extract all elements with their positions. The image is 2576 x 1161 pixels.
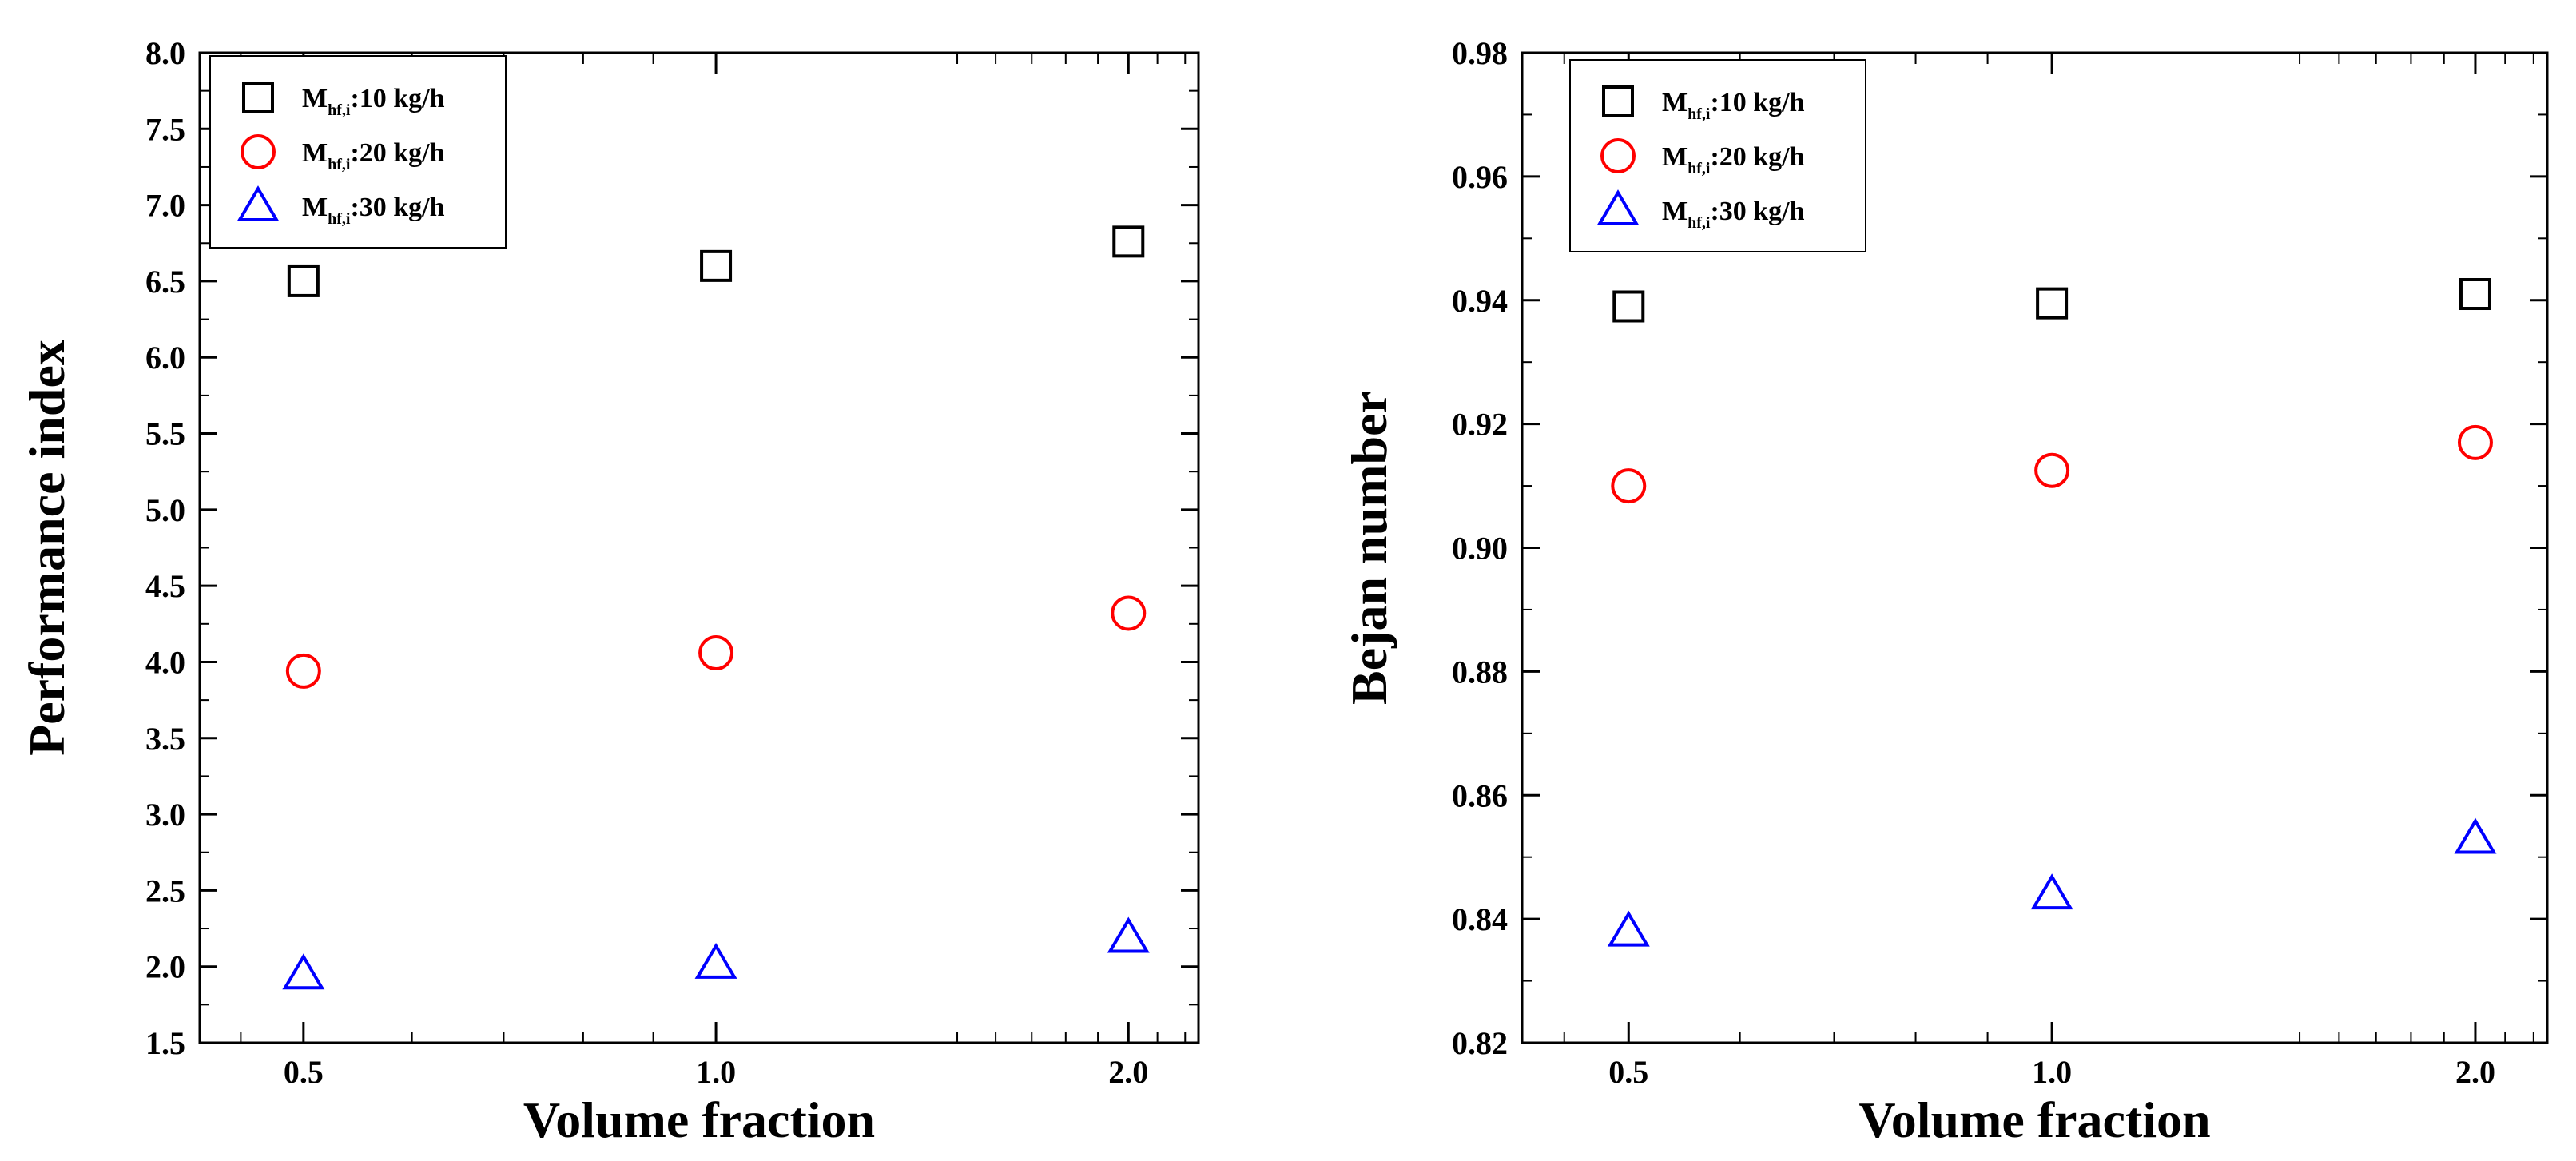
y-tick-label: 6.0 [145,340,185,376]
x-tick-label: 1.0 [696,1054,736,1090]
legend-label: Mhf,i:10 kg/h [302,84,445,119]
legend-marker [1602,85,1634,117]
x-tick-label: 0.5 [1608,1054,1648,1090]
legend-label-rest: :30 kg/h [1710,197,1804,226]
y-tick-label: 1.5 [145,1025,185,1061]
series-1 [287,225,1145,297]
legend-label-main: M [302,138,328,168]
legend-marker [1596,189,1640,225]
y-axis-title: Bejan number [1341,391,1397,705]
legend-label-main: M [302,193,328,222]
legend-marker [237,185,280,221]
legend-label-subscript: hf,i [328,210,351,228]
data-point [1111,595,1147,631]
legend-label-subscript: hf,i [1688,214,1711,232]
legend-box [1569,59,1866,252]
legend-label-main: M [1662,142,1688,172]
series-3 [1607,817,2497,947]
y-tick-label: 2.5 [145,873,185,909]
legend-label-rest: :30 kg/h [350,193,444,222]
y-tick-label: 3.5 [145,721,185,757]
y-tick-label: 3.0 [145,797,185,833]
x-axis-title: Volume fraction [523,1091,875,1148]
y-tick-label: 6.5 [145,264,185,300]
series-2 [285,595,1147,689]
data-point [282,953,325,990]
legend-label-subscript: hf,i [1688,160,1711,177]
data-point [700,249,733,282]
legend-label-rest: :20 kg/h [1710,142,1804,172]
y-tick-label: 7.5 [145,111,185,147]
data-point [2034,452,2070,488]
legend-label-subscript: hf,i [1688,105,1711,123]
series-3 [282,916,1150,990]
legend-label-main: M [302,84,328,113]
y-tick-label: 2.0 [145,949,185,985]
legend-label-rest: :20 kg/h [350,138,444,168]
y-tick-label: 5.5 [145,416,185,452]
performance-index-chart: 1.5 2.0 2.5 3.0 3.5 4.0 4.5 5.0 5.5 6.0 6.5 7.0 7.5 8… [18,35,1200,1148]
y-axis-title: Performance index [18,340,75,756]
data-point [698,635,734,671]
y-tick-label: 4.5 [145,568,185,604]
data-point [2030,873,2073,910]
data-point [1112,225,1145,258]
y-tick-label: 0.88 [1452,654,1508,690]
data-point [694,942,737,979]
legend-label-subscript: hf,i [328,101,351,119]
legend-label-main: M [1662,88,1688,117]
data-point [285,653,321,689]
legend-label: Mhf,i:20 kg/h [1662,142,1805,177]
y-tick-label: 7.0 [145,188,185,224]
legend-marker [1600,138,1636,173]
y-tick-label: 0.96 [1452,159,1508,195]
y-tick-label: 0.84 [1452,901,1508,937]
legend-label-rest: :10 kg/h [1710,88,1804,117]
data-point [1612,290,1645,323]
x-tick-label: 1.0 [2032,1054,2072,1090]
y-tick-label: 0.82 [1452,1025,1508,1061]
bejan-number-chart: 0.82 0.84 0.86 0.88 0.90 0.92 0.94 0.96 0.98 0.5 1… [1341,35,2549,1148]
legend-label-rest: :10 kg/h [350,84,444,113]
legend-label: Mhf,i:30 kg/h [1662,197,1805,232]
legend-label: Mhf,i:20 kg/h [302,138,445,173]
legend-marker [241,134,276,169]
legend-marker [242,82,274,113]
legend-label-main: M [1662,197,1688,226]
x-axis-title: Volume fraction [1858,1091,2210,1148]
y-tick-label: 0.98 [1452,35,1508,71]
y-tick-label: 0.92 [1452,407,1508,443]
y-tick-label: 4.0 [145,644,185,680]
data-point [287,264,320,297]
data-point [1611,468,1647,504]
x-tick-label: 2.0 [1108,1054,1148,1090]
y-tick-label: 0.90 [1452,531,1508,567]
legend-label-subscript: hf,i [328,156,351,173]
data-point [2457,424,2493,460]
y-tick-label: 0.86 [1452,777,1508,813]
legend-label: Mhf,i:30 kg/h [302,193,445,228]
y-tick-label: 5.0 [145,492,185,528]
legend-box [209,55,507,249]
y-tick-label: 0.94 [1452,283,1508,319]
data-point [1607,910,1650,947]
x-tick-label: 0.5 [284,1054,324,1090]
y-tick-label: 8.0 [145,35,185,71]
series-1 [1612,278,2491,323]
series-2 [1611,424,2493,504]
data-point [2454,817,2497,854]
data-point [2459,278,2491,311]
data-point [1107,916,1150,953]
x-tick-label: 2.0 [2455,1054,2495,1090]
legend-label: Mhf,i:10 kg/h [1662,88,1805,123]
data-point [2036,287,2069,320]
